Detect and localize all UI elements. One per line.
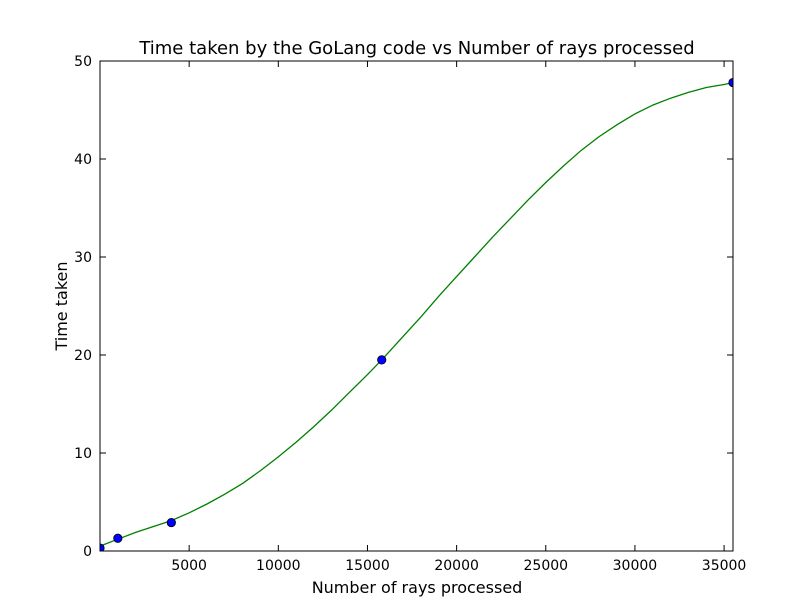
x-tick-label: 30000 [613, 558, 658, 574]
y-axis-label: Time taken [52, 262, 71, 352]
plot-area: 5000 10000 15000 20000 25000 30000 35000 0 10 20 3… [74, 54, 746, 574]
y-tick-label: 10 [74, 446, 92, 462]
x-tick-label: 5000 [171, 558, 207, 574]
data-point [113, 533, 123, 543]
x-tick-label: 25000 [524, 558, 569, 574]
axes-frame [99, 60, 734, 552]
x-tick-label: 10000 [256, 558, 301, 574]
x-tick-label: 35000 [702, 558, 747, 574]
y-tick-label: 20 [74, 348, 92, 364]
chart-title: Time taken by the GoLang code vs Number … [138, 38, 694, 59]
x-tick-label: 15000 [345, 558, 390, 574]
y-tick-label: 50 [74, 54, 92, 70]
y-tick-label: 40 [74, 152, 92, 168]
fit-line [100, 81, 733, 547]
data-point [377, 355, 387, 365]
data-point [166, 517, 176, 528]
x-axis-label: Number of rays processed [312, 578, 523, 597]
y-tick-label: 30 [74, 250, 92, 266]
x-tick-label: 20000 [434, 558, 479, 574]
y-tick-label: 0 [83, 544, 92, 560]
